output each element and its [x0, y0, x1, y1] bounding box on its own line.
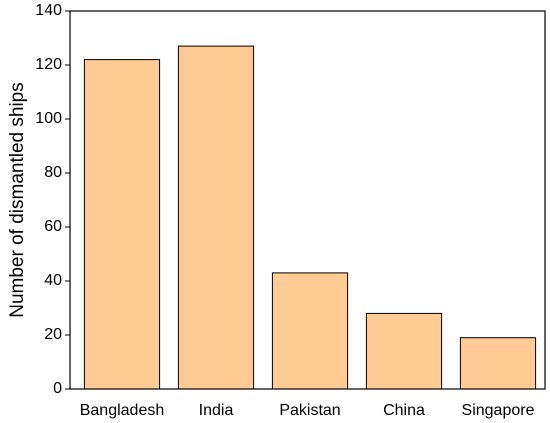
y-tick-label: 120: [35, 56, 62, 73]
x-tick-label: India: [199, 402, 234, 419]
x-tick-label: Bangladesh: [80, 402, 165, 419]
y-tick-label: 140: [35, 2, 62, 19]
y-tick-label: 100: [35, 110, 62, 127]
plot-frame: [69, 10, 546, 390]
x-tick-label: Singapore: [462, 402, 535, 419]
y-tick-label: 60: [44, 218, 62, 235]
x-tick-label: China: [383, 402, 425, 419]
bar: [83, 59, 161, 390]
y-tick-label: 40: [44, 272, 62, 289]
x-tick-label: Pakistan: [279, 402, 340, 419]
bar: [459, 337, 537, 390]
y-tick-label: 80: [44, 164, 62, 181]
bar: [177, 45, 255, 390]
bar: [365, 312, 443, 390]
bar: [271, 272, 349, 390]
y-axis-label: Number of dismantled ships: [7, 82, 28, 318]
y-tick-label: 20: [44, 326, 62, 343]
y-tick-label: 0: [53, 380, 62, 397]
